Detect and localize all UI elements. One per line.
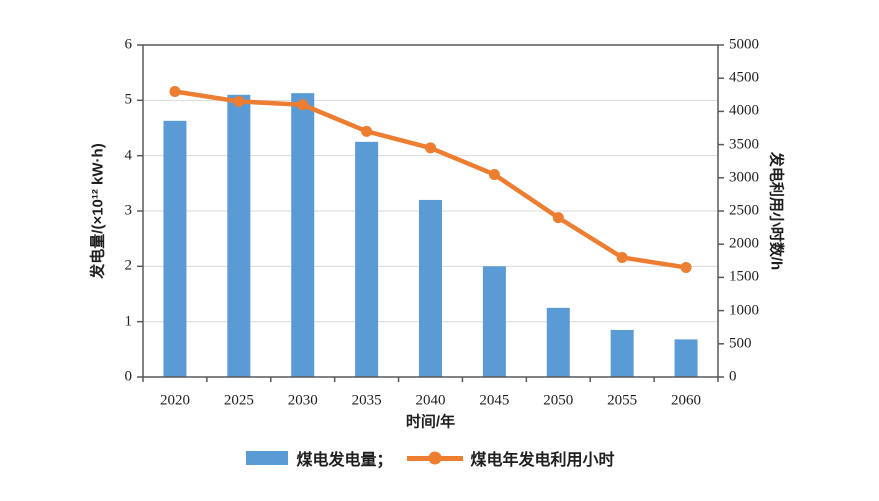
right-axis-tick: 2000	[729, 235, 759, 252]
line-point	[361, 125, 373, 137]
line-point	[680, 261, 692, 273]
bar	[355, 141, 379, 377]
bar	[419, 199, 442, 377]
right-axis-tick: 500	[729, 335, 752, 352]
legend-item-generation: 煤电发电量；	[246, 446, 393, 470]
legend-bar-swatch-icon	[246, 451, 289, 465]
x-axis-tick: 2035	[351, 392, 382, 409]
right-axis-tick: 1000	[729, 302, 759, 319]
right-axis-title: 发电利用小时数/h	[767, 151, 785, 271]
left-axis-tick: 5	[124, 91, 133, 108]
line-point	[297, 99, 309, 111]
legend-label-hours: 煤电年发电利用小时	[470, 452, 615, 469]
line-point	[233, 95, 245, 107]
left-axis-tick: 3	[124, 202, 133, 219]
legend: 煤电发电量； 煤电年发电利用小时	[143, 446, 718, 470]
left-axis-tick: 6	[124, 36, 133, 53]
right-axis-tick: 4000	[729, 102, 759, 119]
x-axis-title: 时间/年	[405, 413, 456, 431]
x-axis-tick: 2030	[287, 392, 318, 409]
x-axis-tick: 2060	[671, 392, 702, 409]
left-axis-tick: 2	[124, 257, 133, 274]
left-axis-tick: 1	[124, 313, 133, 330]
x-axis-tick: 2040	[415, 392, 446, 409]
right-axis-tick: 3500	[729, 136, 759, 153]
bar	[482, 266, 506, 377]
line-point	[616, 251, 628, 263]
bar	[610, 329, 634, 377]
x-axis-tick: 2045	[479, 392, 510, 409]
right-axis-tick: 5000	[729, 36, 759, 53]
right-axis-tick: 4500	[729, 69, 759, 86]
left-axis-tick: 0	[124, 368, 133, 385]
x-axis-tick: 2020	[159, 392, 190, 409]
legend-label-generation: 煤电发电量；	[296, 452, 393, 469]
right-axis-tick: 3000	[729, 169, 759, 186]
bar	[674, 339, 698, 377]
right-axis-tick: 1500	[729, 268, 759, 285]
bar	[291, 93, 315, 377]
bar	[163, 120, 187, 377]
left-axis-tick: 4	[124, 147, 133, 164]
line-point	[169, 85, 181, 97]
line-point	[488, 168, 500, 180]
legend-line-dot-icon	[428, 451, 441, 465]
bar	[546, 307, 570, 377]
line-point	[552, 212, 564, 224]
legend-line-swatch-icon	[406, 451, 463, 465]
bar	[227, 94, 251, 378]
x-axis-tick: 2025	[223, 392, 254, 409]
right-axis-tick: 0	[729, 368, 737, 385]
line-point	[425, 142, 436, 154]
legend-item-hours: 煤电年发电利用小时	[406, 446, 615, 470]
x-axis-tick: 2050	[543, 392, 574, 409]
right-axis-tick: 2500	[729, 202, 759, 219]
x-axis-tick: 2055	[607, 392, 638, 409]
left-axis-title: 发电量/(×10¹² kW·h)	[89, 143, 107, 279]
